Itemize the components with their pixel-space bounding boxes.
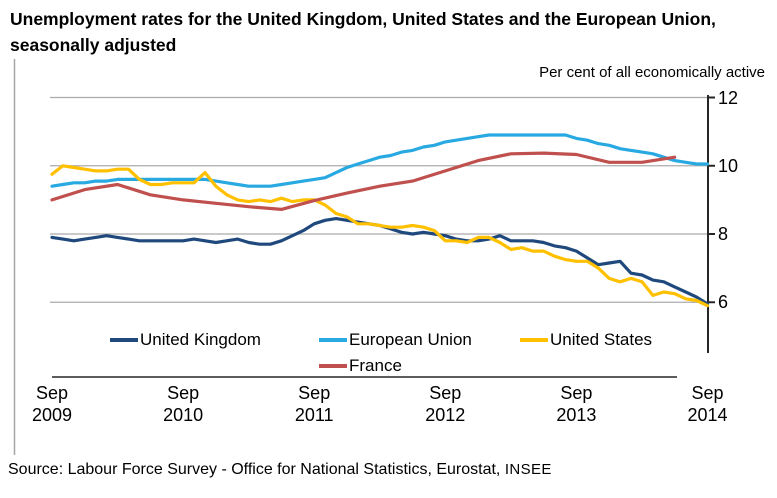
- x-tick-month: Sep: [560, 383, 593, 403]
- source-insee: INSEE: [504, 461, 552, 478]
- series-line-france: [50, 151, 677, 211]
- legend-label-united-states: United States: [550, 330, 653, 349]
- legend-label-united-kingdom: United Kingdom: [140, 330, 261, 349]
- legend-swatch-france: [319, 364, 347, 368]
- x-tick-label-2011: Sep 2011: [274, 382, 354, 426]
- legend-label-france: France: [349, 356, 402, 375]
- x-tick-month: Sep: [167, 383, 200, 403]
- x-tick-month: Sep: [35, 383, 69, 403]
- source-note: Source: Labour Force Survey - Office for…: [8, 461, 552, 479]
- y-tick-label-10: 10: [718, 155, 739, 176]
- x-tick-year: 2014: [687, 405, 728, 425]
- y-tick-label-8: 8: [718, 224, 729, 244]
- x-tick-month: Sep: [429, 383, 462, 403]
- x-tick-year: 2011: [294, 405, 334, 425]
- x-tick-label-2014: Sep 2014: [668, 382, 748, 426]
- y-axis-title: Per cent of all economically active: [539, 64, 765, 81]
- y-tick-label-12: 12: [718, 87, 739, 108]
- chart-title-line1: Unemployment rates for the United Kingdo…: [10, 9, 716, 29]
- x-tick-label-2010: Sep 2010: [143, 382, 223, 426]
- x-tick-month: Sep: [298, 383, 331, 403]
- x-tick-year: 2010: [163, 405, 204, 425]
- legend-swatch-united-states: [520, 338, 548, 342]
- x-tick-label-2012: Sep 2012: [405, 382, 485, 426]
- x-tick-month: Sep: [691, 383, 724, 403]
- source-text: Source: Labour Force Survey - Office for…: [8, 461, 501, 478]
- legend-label-european-union: European Union: [349, 330, 472, 349]
- chart-title-line2: seasonally adjusted: [10, 35, 177, 55]
- y-tick-label-6: 6: [718, 292, 729, 313]
- series-line-united-states: [50, 164, 710, 308]
- series-line-european-union: [50, 133, 710, 188]
- series-line-united-kingdom: [50, 217, 710, 306]
- legend-swatch-european-union: [319, 338, 347, 342]
- x-tick-year: 2012: [425, 405, 466, 425]
- x-tick-year: 2013: [556, 405, 597, 425]
- chart-title: Unemployment rates for the United Kingdo…: [10, 6, 770, 58]
- legend-swatch-united-kingdom: [110, 338, 138, 342]
- x-tick-label-2009: Sep 2009: [12, 382, 92, 426]
- x-tick-year: 2009: [31, 405, 73, 425]
- x-tick-label-2013: Sep 2013: [536, 382, 616, 426]
